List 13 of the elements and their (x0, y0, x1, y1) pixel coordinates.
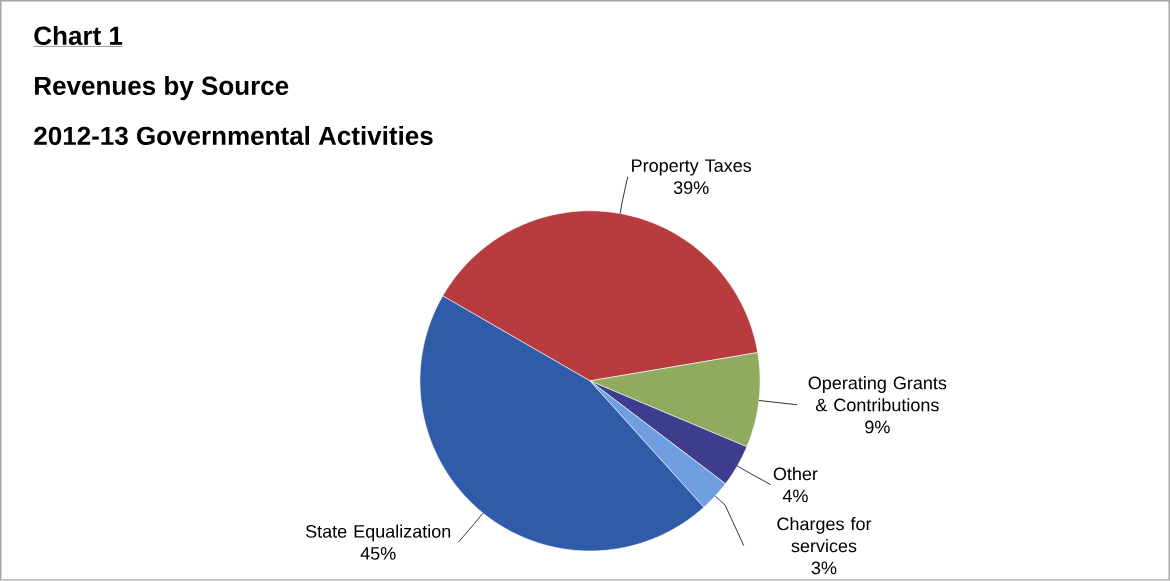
data-label: 39% (673, 181, 709, 195)
chart-subtitle: 2012-13 Governmental Activities (34, 126, 433, 146)
data-label: 4% (782, 489, 808, 503)
slice-label: State Equalization (305, 524, 451, 542)
chart-title: Revenues by Source (35, 76, 289, 101)
caption: Chart 1 (34, 26, 123, 46)
slice-label: Operating Grants & Contributions (808, 376, 947, 412)
slice-label: Charges for services (777, 517, 872, 553)
slice-label: Other (773, 467, 818, 481)
slice-label: Property Taxes (632, 159, 752, 176)
data-label: 45% (360, 547, 396, 560)
data-label: 9% (865, 420, 890, 434)
data-label: 3% (811, 561, 837, 575)
